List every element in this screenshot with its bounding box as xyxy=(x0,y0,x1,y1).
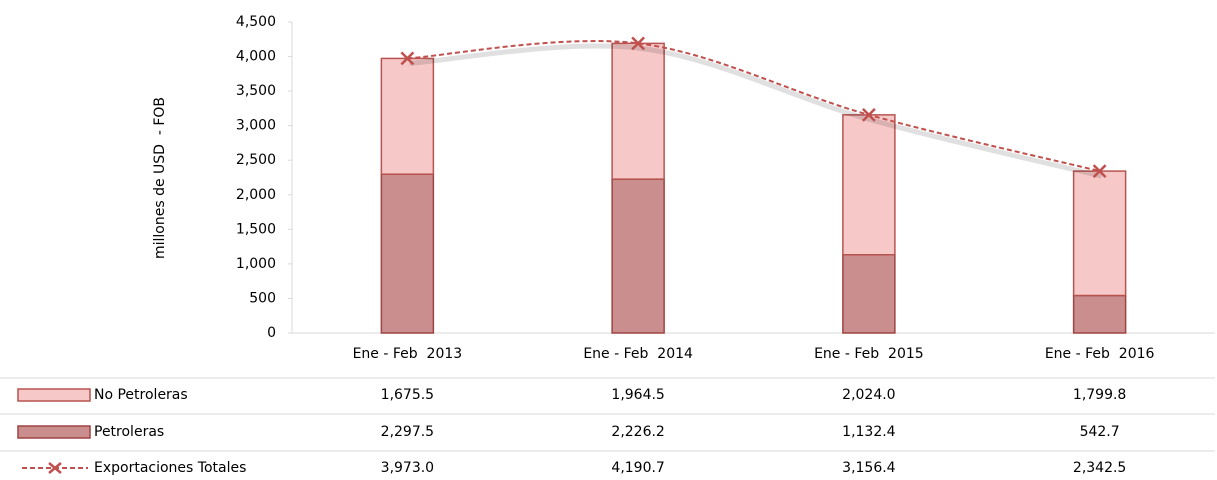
bar xyxy=(842,114,896,256)
table-value: 3,156.4 xyxy=(842,460,896,476)
line-marker xyxy=(1092,164,1107,178)
table-value: 1,132.4 xyxy=(842,424,896,440)
legend-key xyxy=(17,388,91,402)
table-value: 3,973.0 xyxy=(381,460,434,476)
y-tick-label: 500 xyxy=(249,290,276,306)
line-shadow xyxy=(409,43,1103,179)
bar xyxy=(611,178,665,334)
y-axis-label: millones de USD - FOB xyxy=(152,97,168,259)
y-tick-label: 2,000 xyxy=(236,187,276,203)
x-tick-label: Ene - Feb 2013 xyxy=(353,346,463,362)
bar xyxy=(842,253,896,334)
line-marker xyxy=(631,36,646,51)
table-value: 542.7 xyxy=(1080,424,1120,440)
y-tick-label: 4,500 xyxy=(236,14,276,30)
y-tick-label: 0 xyxy=(267,325,276,341)
table-value: 2,226.2 xyxy=(611,424,664,440)
table-value: 4,190.7 xyxy=(611,460,664,476)
legend-key xyxy=(17,425,91,439)
y-tick-label: 2,500 xyxy=(236,152,276,168)
x-tick-label: Ene - Feb 2014 xyxy=(583,346,693,362)
y-tick-label: 3,500 xyxy=(236,83,276,99)
table-value: 2,342.5 xyxy=(1073,460,1126,476)
table-value: 1,964.5 xyxy=(611,387,664,403)
legend-label: Exportaciones Totales xyxy=(94,460,246,476)
line-marker xyxy=(400,51,415,66)
x-tick-label: Ene - Feb 2015 xyxy=(814,346,924,362)
y-tick-label: 1,500 xyxy=(236,221,276,237)
y-tick-label: 4,000 xyxy=(236,49,276,65)
line-marker xyxy=(861,107,876,122)
table-value: 2,297.5 xyxy=(381,424,434,440)
x-tick-label: Ene - Feb 2016 xyxy=(1045,346,1155,362)
y-tick-label: 3,000 xyxy=(236,118,276,134)
bar xyxy=(380,173,435,334)
y-tick-label: 1,000 xyxy=(236,256,276,272)
legend-label: No Petroleras xyxy=(94,387,188,403)
table-value: 1,675.5 xyxy=(381,387,434,403)
bar xyxy=(1072,294,1127,334)
legend-key-marker xyxy=(48,462,62,474)
table-value: 2,024.0 xyxy=(842,387,895,403)
bar xyxy=(380,57,435,175)
table-value: 1,799.8 xyxy=(1073,387,1126,403)
bar xyxy=(1072,170,1127,297)
legend-label: Petroleras xyxy=(94,424,164,440)
bar xyxy=(611,42,665,180)
